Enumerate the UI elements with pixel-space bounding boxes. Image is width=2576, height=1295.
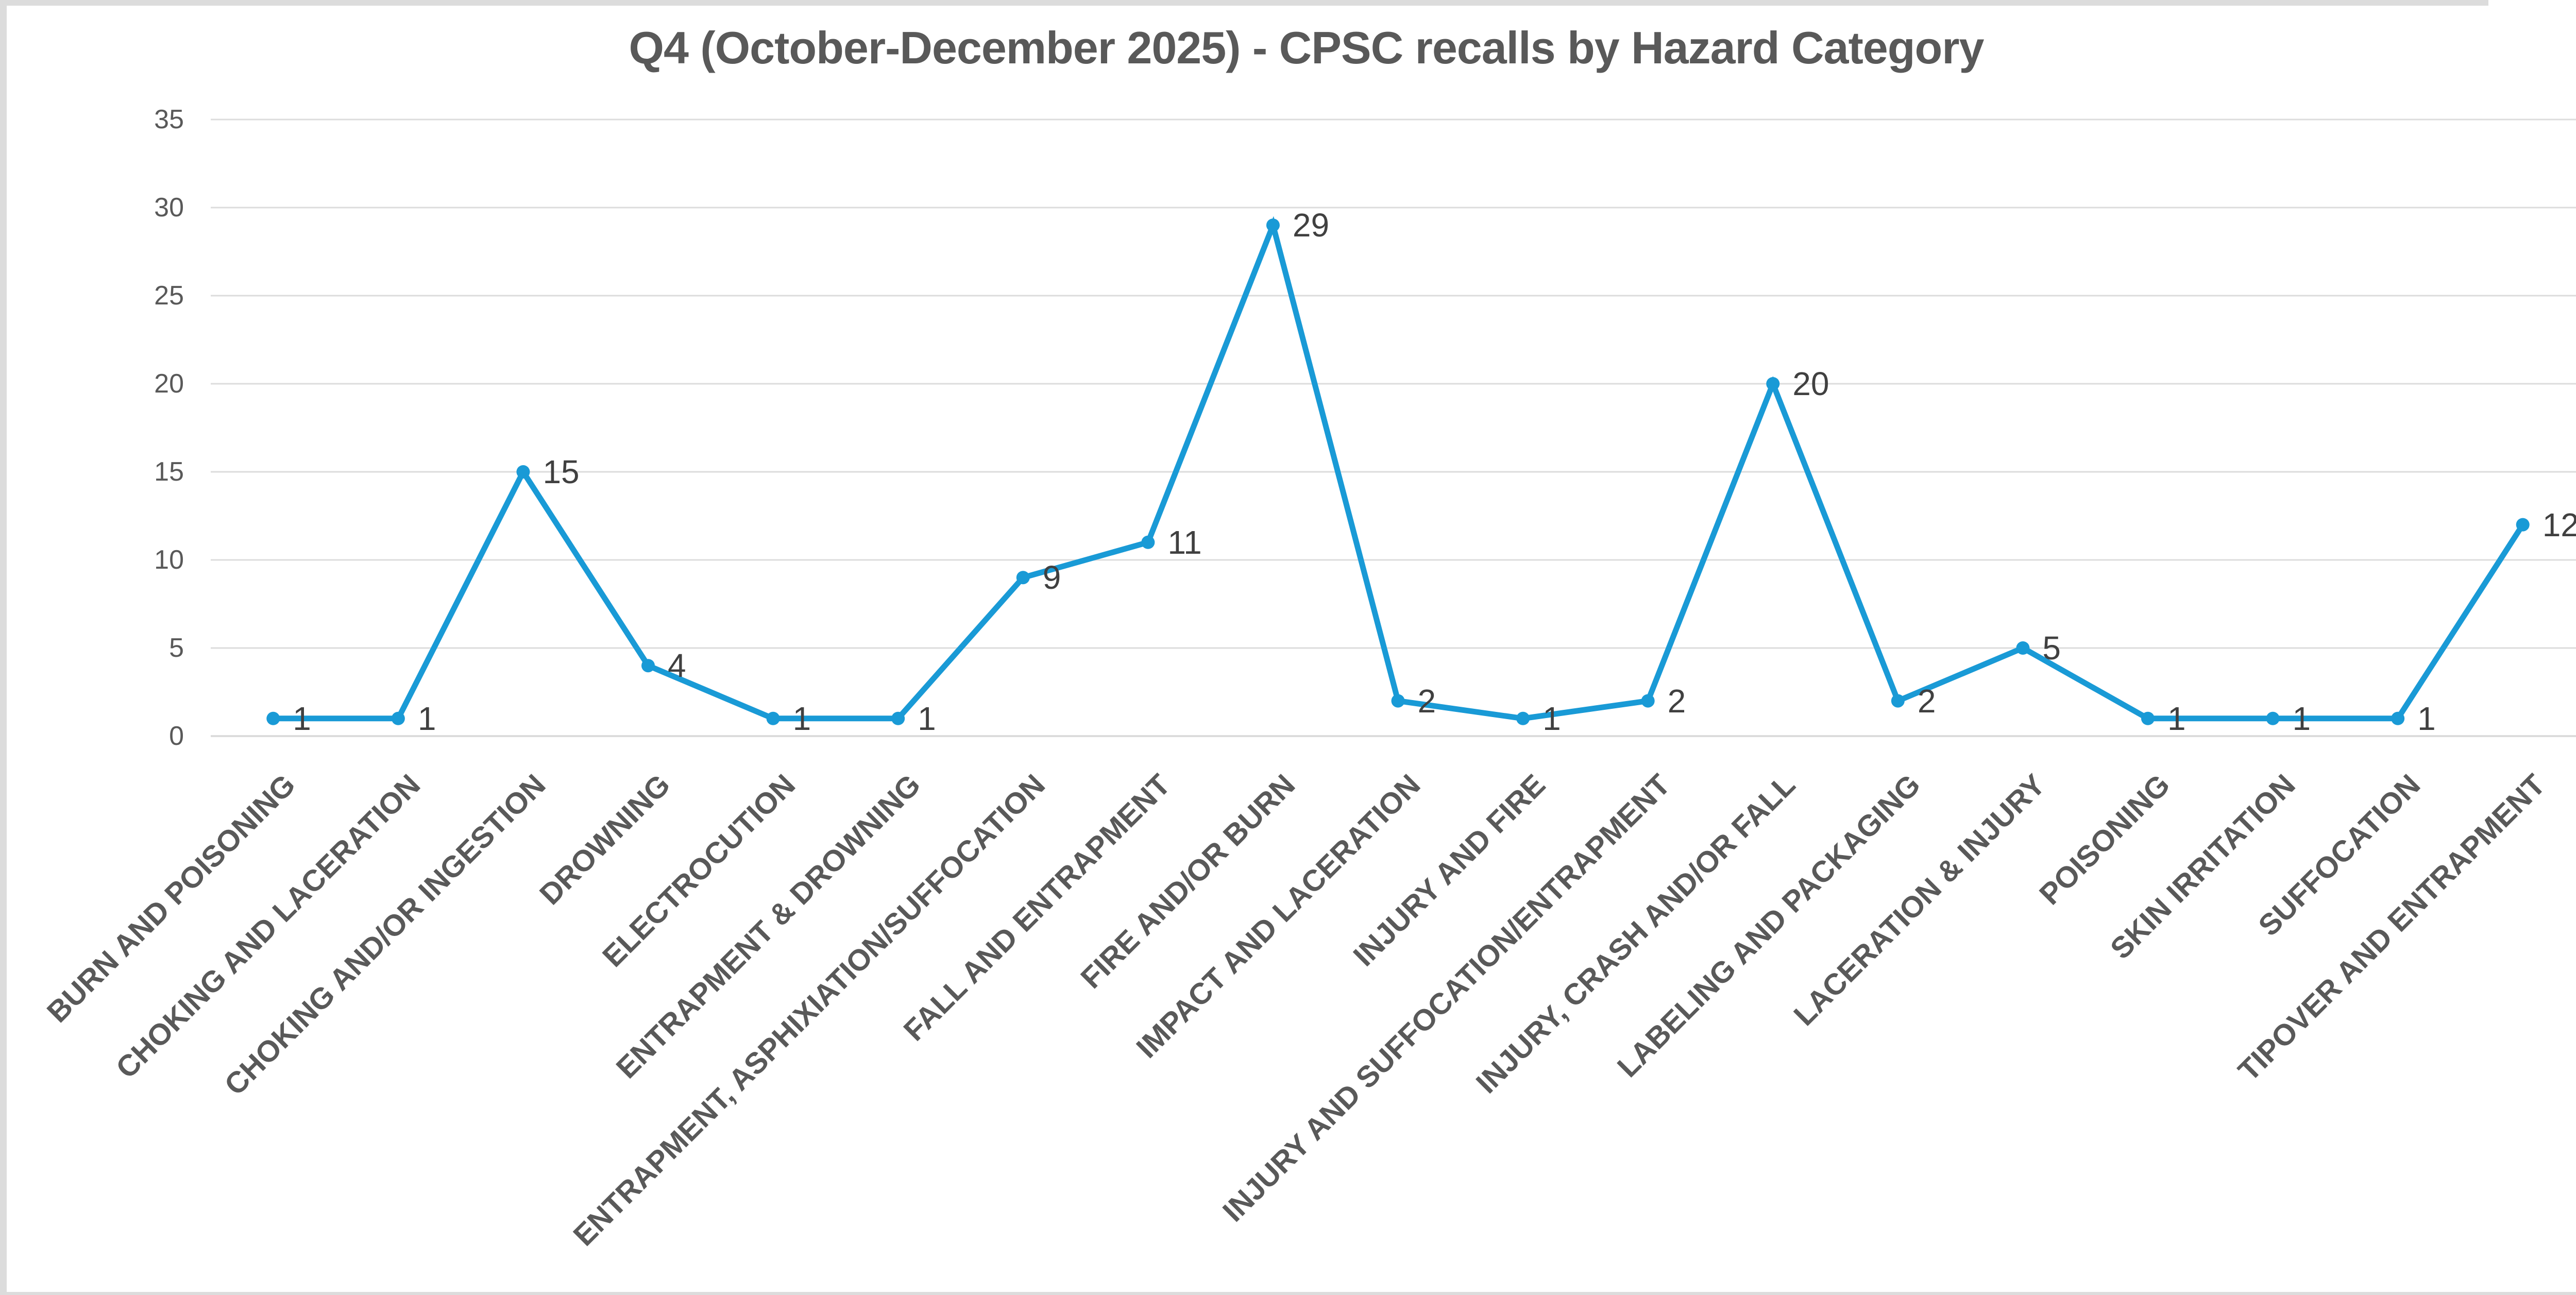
frame-edge-top — [0, 0, 2488, 6]
data-point-marker — [891, 711, 905, 725]
data-point-marker — [1266, 218, 1280, 232]
data-label: 2 — [1667, 682, 1686, 720]
data-point-marker — [1891, 694, 1905, 708]
data-point-marker — [1766, 377, 1780, 390]
data-label: 11 — [1167, 523, 1202, 561]
data-point-marker — [266, 711, 280, 725]
data-label: 9 — [1042, 559, 1061, 597]
data-point-marker — [1516, 711, 1530, 725]
data-point-marker — [1641, 694, 1655, 708]
data-label: 1 — [2417, 700, 2436, 737]
y-tick-label-15: 15 — [154, 457, 184, 487]
data-label: 1 — [2167, 700, 2186, 737]
y-tick-label-20: 20 — [154, 369, 184, 399]
data-point-marker — [1016, 571, 1030, 585]
data-label: 1 — [1543, 700, 1561, 737]
data-point-marker — [2141, 711, 2155, 725]
data-label: 1 — [417, 700, 436, 737]
data-point-marker — [2391, 711, 2405, 725]
y-tick-label-35: 35 — [154, 105, 184, 134]
data-label: 4 — [668, 647, 686, 685]
data-point-marker — [391, 711, 405, 725]
data-label: 20 — [1792, 365, 1829, 402]
data-label: 12 — [2542, 506, 2576, 543]
data-label: 2 — [1917, 682, 1936, 720]
frame-edge-left — [0, 0, 7, 1295]
data-label: 1 — [792, 700, 811, 737]
data-point-marker — [2266, 711, 2280, 725]
y-tick-label-5: 5 — [169, 633, 184, 663]
data-label: 29 — [1292, 207, 1330, 244]
frame-edge-bottom — [0, 1292, 2576, 1295]
data-point-marker — [1141, 535, 1155, 549]
y-tick-label-10: 10 — [154, 545, 184, 575]
data-label: 2 — [1417, 682, 1436, 720]
data-label: 15 — [543, 453, 580, 490]
data-point-marker — [641, 659, 655, 673]
data-point-marker — [2516, 518, 2530, 532]
chart-title: Q4 (October-December 2025) - CPSC recall… — [629, 22, 1985, 73]
data-point-marker — [766, 711, 780, 725]
y-tick-label-30: 30 — [154, 193, 184, 223]
data-point-marker — [2016, 641, 2030, 655]
data-label: 1 — [918, 700, 936, 737]
y-tick-label-25: 25 — [154, 281, 184, 311]
data-point-marker — [516, 465, 530, 479]
y-tick-label-0: 0 — [169, 721, 184, 751]
data-point-marker — [1391, 694, 1405, 708]
data-label: 1 — [293, 700, 311, 737]
data-label: 1 — [2292, 700, 2311, 737]
data-label: 5 — [2042, 629, 2061, 667]
